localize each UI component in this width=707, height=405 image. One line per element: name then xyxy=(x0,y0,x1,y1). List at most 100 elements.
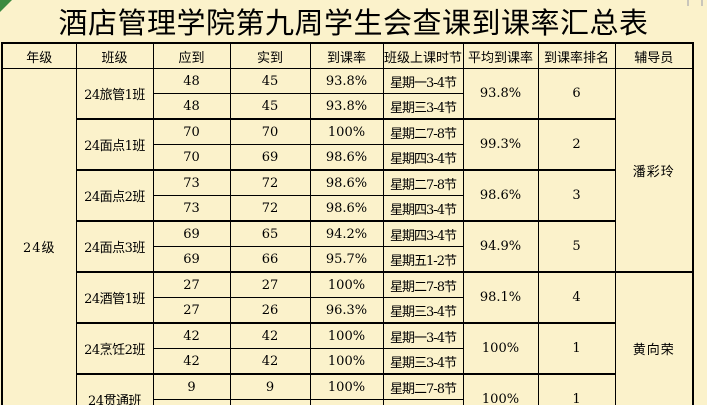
actual-cell: 66 xyxy=(229,246,311,273)
class-name-cell: 24酒管1班 xyxy=(75,271,154,324)
expected-cell: 9 xyxy=(152,399,231,405)
expected-cell: 70 xyxy=(152,118,231,145)
actual-cell: 65 xyxy=(229,220,311,247)
rank-cell: 2 xyxy=(537,118,616,171)
avg-rate-cell: 100% xyxy=(462,373,539,405)
actual-cell: 70 xyxy=(229,118,311,145)
rate-cell: 100% xyxy=(309,271,384,298)
rank-cell: 4 xyxy=(537,271,616,324)
rate-cell: 93.8% xyxy=(309,68,384,94)
session-cell: 星期四3-4节 xyxy=(382,144,464,171)
table-row: 70 69 98.6% 星期四3-4节 xyxy=(2,144,693,171)
table-row: 24酒管1班 27 27 100% 星期二7-8节 98.1% 4 黄向荣 xyxy=(2,271,694,405)
green-corner-marker-icon xyxy=(0,0,12,12)
session-cell: 星期二7-8节 xyxy=(382,271,464,298)
avg-rate-cell: 98.1% xyxy=(462,271,539,324)
session-cell: 星期二7-8节 xyxy=(382,169,464,196)
grade-cell: 24级 xyxy=(1,68,77,405)
header-class: 班级 xyxy=(75,42,154,69)
class-name-cell: 24旅管1班 xyxy=(75,68,154,120)
page-title: 酒店管理学院第九周学生会查课到课率汇总表 xyxy=(58,6,649,40)
actual-cell: 69 xyxy=(229,144,311,171)
session-cell: 星期三3-4节 xyxy=(382,348,464,375)
rate-cell: 100% xyxy=(309,322,384,349)
counselor-cell: 黄向荣 xyxy=(614,271,694,405)
header-grade: 年级 xyxy=(1,42,77,69)
header-expected: 应到 xyxy=(152,42,231,69)
expected-cell: 42 xyxy=(152,322,231,349)
gridline-remnant xyxy=(701,0,703,6)
expected-cell: 27 xyxy=(152,297,231,324)
gridline-remnant xyxy=(687,0,689,6)
header-actual: 实到 xyxy=(229,42,311,69)
session-cell: 星期三3-4节 xyxy=(382,297,464,324)
table-row: 24贯通班 9 9 100% 星期二7-8节 100% 1 xyxy=(2,373,693,405)
session-cell: 星期四3-4节 xyxy=(382,195,464,222)
table-row: 24面点1班 70 70 100% 星期二7-8节 99.3% 2 xyxy=(2,118,693,171)
session-cell: 星期一3-4节 xyxy=(382,68,464,94)
actual-cell: 72 xyxy=(229,195,311,222)
session-cell: 星期三3-4节 xyxy=(382,93,464,120)
rate-cell: 96.3% xyxy=(309,297,384,324)
expected-cell: 27 xyxy=(152,271,231,298)
actual-cell: 72 xyxy=(229,169,311,196)
session-cell: 星期一3-4节 xyxy=(382,322,464,349)
header-row: 年级 班级 应到 实到 到课率 班级上课时节 平均到课率 到课率排名 辅导员 xyxy=(1,42,694,69)
expected-cell: 70 xyxy=(152,144,231,171)
expected-cell: 73 xyxy=(152,195,231,222)
rank-cell: 3 xyxy=(537,169,616,222)
rate-cell: 98.6% xyxy=(309,195,384,222)
class-name-cell: 24面点1班 xyxy=(75,118,154,171)
attendance-table: 年级 班级 应到 实到 到课率 班级上课时节 平均到课率 到课率排名 辅导员 2… xyxy=(1,42,694,405)
class-name-cell: 24贯通班 xyxy=(75,373,154,405)
avg-rate-cell: 98.6% xyxy=(462,169,539,222)
table-row: 73 72 98.6% 星期四3-4节 xyxy=(2,195,693,222)
rank-cell: 5 xyxy=(537,220,616,273)
class-name-cell: 24烹饪2班 xyxy=(75,322,154,375)
rank-cell: 1 xyxy=(537,322,616,375)
avg-rate-cell: 99.3% xyxy=(462,118,539,171)
actual-cell: 27 xyxy=(229,271,311,298)
table-row: 24级 24旅管1班 48 45 93.8% 星期一3-4节 93.8% 6 潘… xyxy=(1,68,694,405)
header-rate: 到课率 xyxy=(309,42,384,69)
session-cell: 星期五1-2节 xyxy=(382,246,464,273)
rate-cell: 94.2% xyxy=(309,220,384,247)
table-row: 48 45 93.8% 星期三3-4节 xyxy=(2,93,693,120)
expected-cell: 69 xyxy=(152,220,231,247)
table-row: 27 26 96.3% 星期三3-4节 xyxy=(2,297,693,324)
session-cell: 星期二7-8节 xyxy=(382,373,464,400)
actual-cell: 9 xyxy=(229,373,311,400)
table-row: 69 66 95.7% 星期五1-2节 xyxy=(2,246,693,273)
class-name-cell: 24面点2班 xyxy=(75,169,154,222)
avg-rate-cell: 93.8% xyxy=(462,68,539,120)
header-counselor: 辅导员 xyxy=(614,42,694,69)
session-cell: 星期四3-4节 xyxy=(382,220,464,247)
expected-cell: 73 xyxy=(152,169,231,196)
expected-cell: 9 xyxy=(152,373,231,400)
rank-cell: 1 xyxy=(537,373,616,405)
rate-cell: 93.8% xyxy=(309,93,384,120)
expected-cell: 48 xyxy=(152,93,231,120)
session-cell: 星期四5-6节 xyxy=(382,399,464,405)
counselor-cell: 潘彩玲 xyxy=(614,68,694,273)
table-row: 24烹饪2班 42 42 100% 星期一3-4节 100% 1 xyxy=(2,322,693,375)
rate-cell: 98.6% xyxy=(309,169,384,196)
table-row: 24面点2班 73 72 98.6% 星期二7-8节 98.6% 3 xyxy=(2,169,693,222)
actual-cell: 9 xyxy=(229,399,311,405)
rank-cell: 6 xyxy=(537,68,616,120)
avg-rate-cell: 94.9% xyxy=(462,220,539,273)
rate-cell: 95.7% xyxy=(309,246,384,273)
header-session: 班级上课时节 xyxy=(382,42,464,69)
rate-cell: 100% xyxy=(309,399,384,405)
header-avg-rate: 平均到课率 xyxy=(462,42,539,69)
header-rank: 到课率排名 xyxy=(537,42,616,69)
avg-rate-cell: 100% xyxy=(462,322,539,375)
actual-cell: 42 xyxy=(229,348,311,375)
table-row: 24面点3班 69 65 94.2% 星期四3-4节 94.9% 5 xyxy=(2,220,693,273)
actual-cell: 45 xyxy=(229,68,311,94)
expected-cell: 69 xyxy=(152,246,231,273)
rate-cell: 98.6% xyxy=(309,144,384,171)
actual-cell: 26 xyxy=(229,297,311,324)
rate-cell: 100% xyxy=(309,348,384,375)
